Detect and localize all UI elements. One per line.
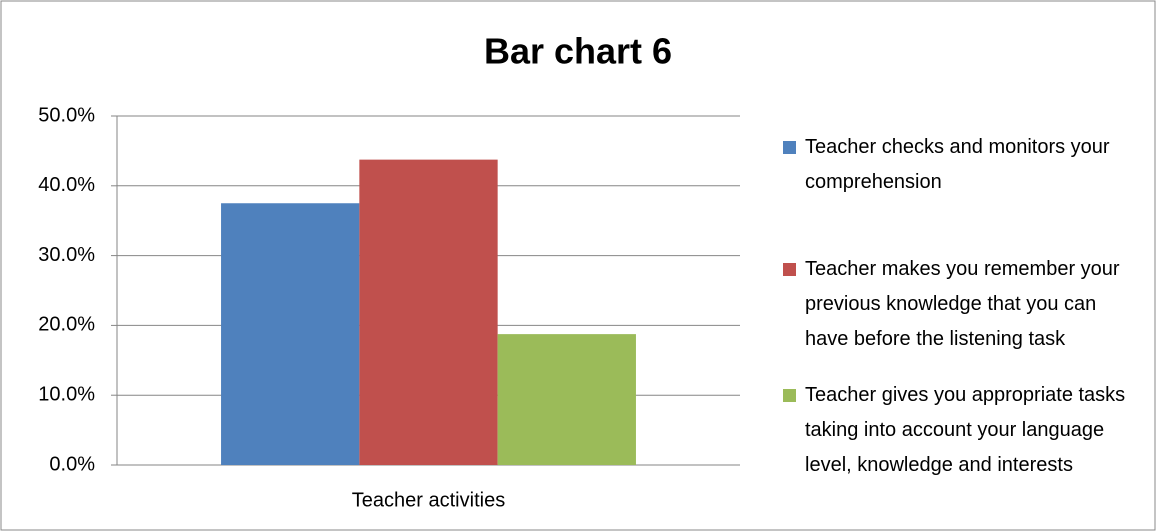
y-tick-label: 50.0% xyxy=(38,104,95,126)
legend-label: Teacher gives you appropriate tasks taki… xyxy=(805,384,1126,476)
bar xyxy=(359,159,498,465)
legend-swatch xyxy=(783,263,796,276)
y-tick-label: 40.0% xyxy=(38,174,95,196)
legend-swatch xyxy=(783,389,796,402)
chart-title: Bar chart 6 xyxy=(484,31,672,72)
legend-label: Teacher makes you remember your previous… xyxy=(805,258,1120,350)
legend-swatch xyxy=(783,141,796,154)
bar xyxy=(221,203,360,465)
y-tick-label: 30.0% xyxy=(38,244,95,266)
y-tick-label: 0.0% xyxy=(49,453,95,475)
bar xyxy=(497,334,636,465)
y-tick-label: 10.0% xyxy=(38,383,95,405)
x-tick-label: Teacher activities xyxy=(352,489,505,511)
legend-label: Teacher checks and monitors your compreh… xyxy=(805,136,1110,193)
y-tick-label: 20.0% xyxy=(38,314,95,336)
